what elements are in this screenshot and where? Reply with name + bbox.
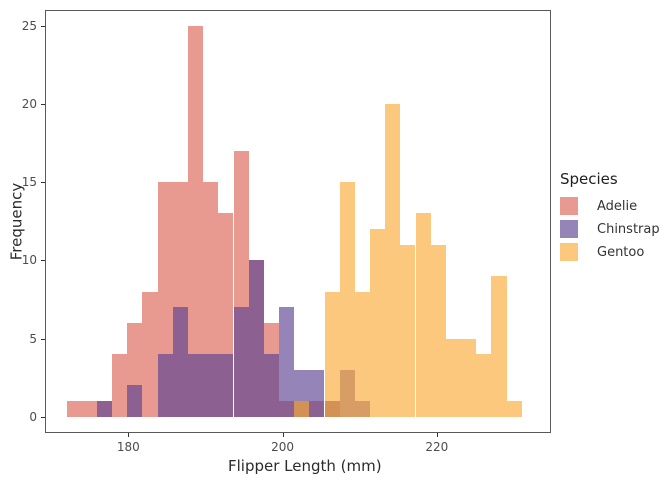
legend-title: Species (560, 170, 618, 188)
y-tick-label: 0 (29, 409, 37, 424)
histogram-bar-gentoo (339, 182, 355, 417)
histogram-bar-gentoo (400, 244, 416, 417)
x-tick (436, 433, 438, 437)
histogram-bar-gentoo (294, 401, 310, 417)
chinstrap-swatch (560, 220, 578, 238)
y-tick (41, 25, 45, 27)
y-tick (41, 182, 45, 184)
histogram-bar-chinstrap (127, 385, 143, 417)
y-tick-label: 15 (21, 175, 37, 190)
histogram-bar-adelie (81, 401, 97, 417)
histogram-bar-chinstrap (279, 307, 295, 417)
x-tick (282, 433, 284, 437)
histogram-bar-chinstrap (233, 307, 249, 417)
histogram-bar-chinstrap (203, 354, 219, 417)
legend-item-chinstrap: Chinstrap (560, 220, 660, 238)
histogram-bar-gentoo (491, 275, 507, 417)
histogram-bar-gentoo (415, 213, 431, 417)
legend-label-adelie: Adelie (597, 198, 638, 214)
y-tick-label: 10 (21, 253, 37, 268)
histogram-bar-chinstrap (309, 369, 325, 417)
y-tick-label: 20 (21, 96, 37, 111)
x-axis-title: Flipper Length (mm) (228, 457, 382, 475)
y-tick-label: 25 (21, 18, 37, 33)
y-tick (41, 260, 45, 262)
histogram-bar-gentoo (445, 338, 461, 417)
histogram-bar-adelie (142, 291, 158, 417)
y-tick (41, 338, 45, 340)
histogram-bar-adelie (112, 354, 128, 417)
histogram-bar-chinstrap (218, 354, 234, 417)
y-tick (41, 416, 45, 418)
histogram-bar-chinstrap (263, 354, 279, 417)
histogram-bar-gentoo (385, 103, 401, 417)
histogram-bar-gentoo (354, 291, 370, 417)
histogram-bar-gentoo (370, 229, 386, 417)
histogram-bar-adelie (66, 401, 82, 417)
y-tick (41, 103, 45, 105)
histogram-bar-gentoo (461, 338, 477, 417)
adelie-swatch (560, 197, 578, 215)
legend-label-chinstrap: Chinstrap (597, 221, 660, 237)
histogram-bar-chinstrap (96, 401, 113, 417)
x-tick (128, 433, 130, 437)
histogram-bar-gentoo (324, 291, 340, 417)
gentoo-swatch (560, 243, 578, 261)
legend: Species Adelie Chinstrap Gentoo (560, 170, 660, 266)
histogram-bar-chinstrap (188, 354, 204, 417)
x-tick-label: 220 (425, 440, 449, 454)
x-tick-label: 200 (271, 440, 295, 454)
histogram-bar-gentoo (476, 354, 492, 417)
legend-item-adelie: Adelie (560, 197, 660, 215)
y-tick-label: 5 (29, 331, 37, 346)
histogram-bar-gentoo (506, 401, 522, 417)
histogram-bar-chinstrap (248, 260, 264, 417)
histogram-bar-gentoo (430, 244, 446, 417)
legend-item-gentoo: Gentoo (560, 243, 660, 261)
histogram-bar-adelie (188, 25, 204, 417)
histogram-bar-chinstrap (172, 307, 188, 417)
x-tick-label: 180 (116, 440, 140, 454)
histogram-bar-chinstrap (157, 354, 173, 417)
legend-label-gentoo: Gentoo (597, 244, 645, 260)
